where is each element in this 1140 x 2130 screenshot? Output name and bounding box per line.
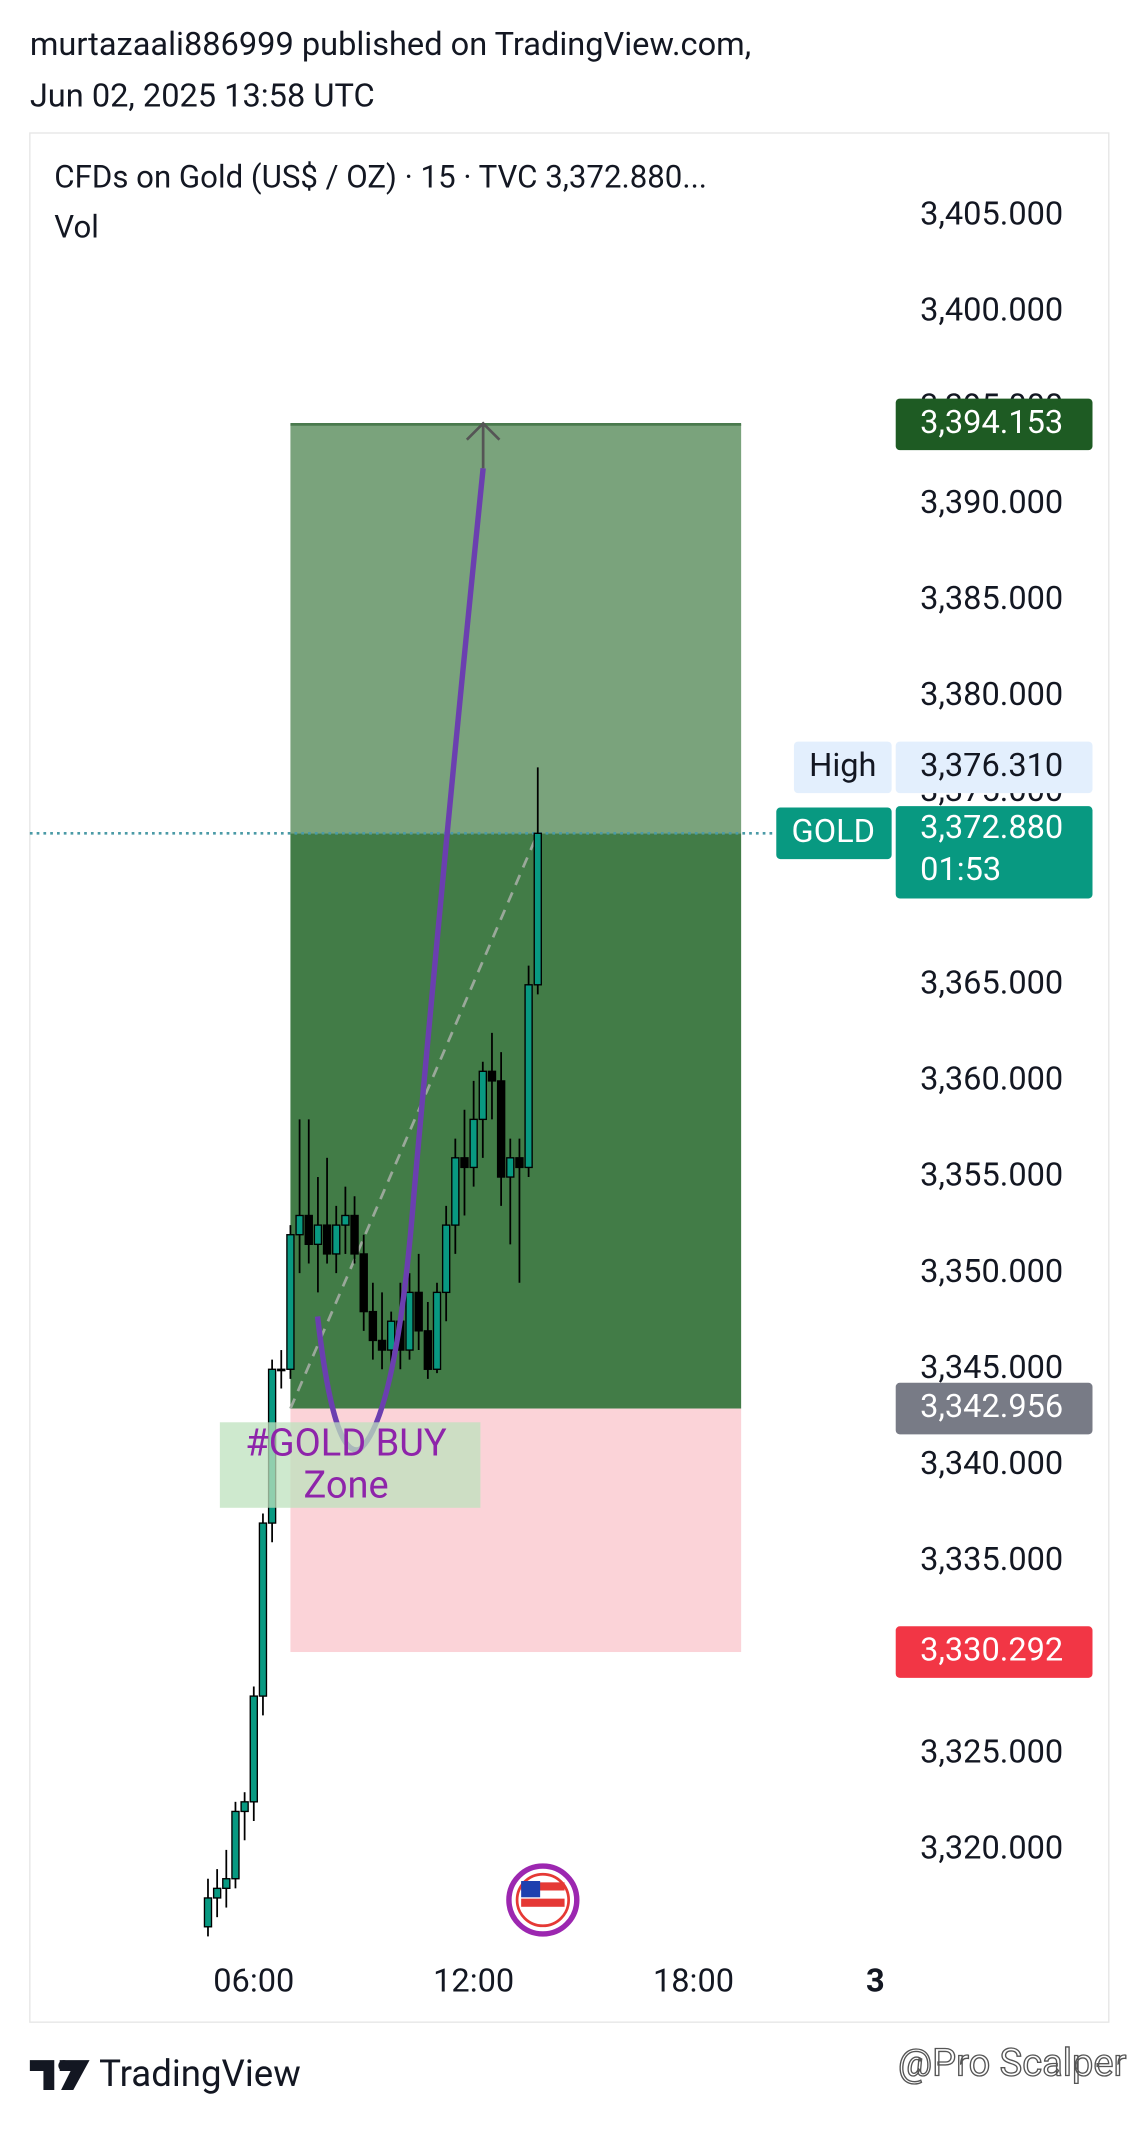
chart-subtitle: Vol [54,209,99,246]
candle-body [304,1214,313,1246]
candle-body [249,1695,258,1803]
candle-body [451,1157,460,1226]
profit-zone [290,833,742,1409]
y-tick-label: 3,365.000 [920,963,1063,1001]
watermark: @Pro Scalper [898,2042,1127,2086]
candle-body [203,1897,213,1928]
candle-body [295,1214,304,1236]
tag-name: High [809,746,876,784]
y-tick-label: 3,355.000 [920,1156,1063,1194]
y-tick-label: 3,350.000 [920,1252,1063,1290]
candle-body [405,1291,414,1351]
flag-icon [506,1863,580,1937]
x-tick-label: 06:00 [213,1961,294,1999]
x-tick-label: 12:00 [433,1961,514,1999]
candle-body [277,1368,286,1372]
tradingview-logo [29,2060,90,2091]
candle-body [496,1080,506,1178]
y-tick-label: 3,345.000 [920,1348,1063,1386]
y-tick-label: 3,325.000 [920,1732,1063,1770]
price-tag-label: 3,330.292 [920,1631,1063,1669]
candle-body [332,1224,341,1255]
y-tick-label: 3,320.000 [920,1828,1063,1866]
candle-body [350,1214,359,1255]
y-tick-label: 3,385.000 [920,579,1063,617]
y-tick-label: 3,380.000 [920,675,1063,713]
candle-body [377,1339,387,1351]
candle-body [441,1224,451,1294]
chart-title: CFDs on Gold (US$ / OZ) · 15 · TVC 3,372… [54,158,707,195]
y-tick-label: 3,340.000 [920,1444,1063,1482]
annotation-text: Zone [303,1463,388,1507]
price-tag [895,1626,1093,1678]
candle-body [432,1291,442,1370]
header-line: Jun 02, 2025 13:58 UTC [30,76,375,114]
tag-name-box [776,807,892,860]
x-tick-label: 3 [866,1961,885,1999]
price-tag [895,398,1093,451]
price-tag [895,806,1093,899]
candle-body [515,1157,524,1169]
header-line: murtazaali886999 published on TradingVie… [30,25,751,63]
candle-body [313,1224,323,1246]
candle-body [533,832,542,986]
candle-body [341,1214,350,1226]
candle-body [460,1157,469,1169]
candle-body [478,1070,488,1121]
price-tag-label: 3,376.310 [920,746,1063,784]
target-zone [290,424,742,834]
candle-body [469,1118,478,1169]
candle-body [222,1878,231,1890]
tag-name: GOLD [792,812,876,850]
candle-body [506,1157,515,1178]
projection-arrow [465,421,501,469]
candle-body [414,1291,423,1332]
y-tick-label: 3,390.000 [920,483,1063,521]
brand: TradingView [99,2052,301,2095]
candle-body [359,1253,368,1313]
y-tick-label: 3,400.000 [920,291,1063,329]
candle-body [286,1234,295,1370]
candle-body [368,1310,378,1342]
price-tag-label: 3,394.153 [920,403,1063,441]
candle-body [322,1224,332,1255]
annotation-box [219,1422,481,1508]
candle-body [212,1887,222,1899]
candle-body [386,1320,396,1351]
countdown: 01:53 [920,850,1001,888]
y-tick-label: 3,405.000 [920,194,1063,232]
candle-body [487,1070,497,1082]
y-tick-label: 3,335.000 [920,1540,1063,1578]
y-tick-label: 3,360.000 [920,1060,1063,1098]
candle-body [231,1810,240,1880]
candle-body [423,1330,433,1370]
price-tag [895,1382,1093,1435]
tag-name-box [793,741,892,794]
candle-body [524,984,533,1169]
entry-to-price [289,832,540,1410]
price-tag-label: 3,372.880 [920,808,1063,846]
x-tick-label: 18:00 [653,1961,734,1999]
price-tag [895,741,1093,794]
annotation-text: #GOLD BUY [245,1421,447,1465]
price-tag-label: 3,342.956 [920,1387,1063,1425]
candle-body [240,1801,249,1813]
candle-body [258,1522,268,1697]
